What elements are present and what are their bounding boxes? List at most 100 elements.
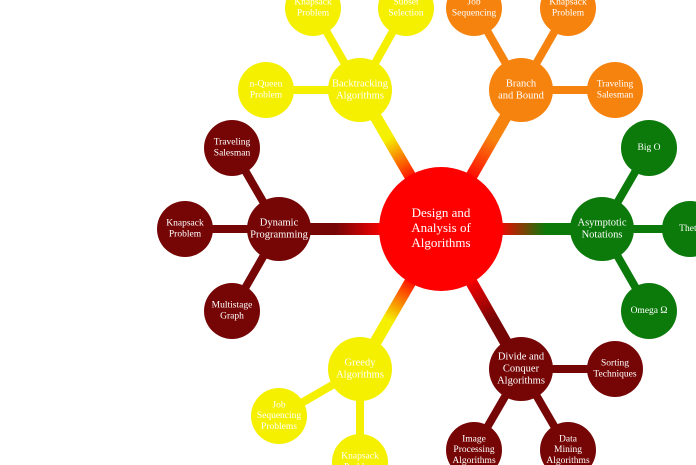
leaf-topic-label: Problem [552,9,585,19]
leaf-topic-label: Image [462,434,486,444]
branch-topic-circle [247,197,311,261]
leaf-topic-circle [540,0,596,36]
leaf-topic-circle [621,120,677,176]
leaf-topic-label: Problem [344,463,377,465]
leaf-topic-circle [540,422,596,465]
leaf-topic-label: Sorting [601,359,629,369]
leaf-topic-circle [378,0,434,36]
branch-topic-label: Divide and [498,351,545,362]
leaf-topic-label: Traveling [214,138,251,148]
leaf-topic-label: Techniques [593,370,636,380]
leaf-topic-label: Problem [250,91,283,101]
branch-topic-circle [489,337,553,401]
leaf-topic-label: Job [272,400,285,410]
leaf-topic-label: Mining [554,445,582,455]
leaf-topic-label: Job [467,0,480,8]
leaf-topic-circle [587,341,643,397]
leaf-topic-label: Sequencing [452,9,497,19]
leaf-topic-circle [446,422,502,465]
leaf-topic: Theta [662,201,696,257]
leaf-topic-label: Algorithms [452,456,496,465]
central-topic-label: Algorithms [411,235,470,250]
central-topic-circle [379,167,503,291]
branch-topic-label: Branch [506,78,537,89]
leaf-topic-label: Salesman [214,149,251,159]
leaf-topic-circle [285,0,341,36]
leaf-topic-label: Algorithms [546,456,590,465]
leaf-topic-label: Knapsack [341,452,379,462]
leaf-topic: Omega Ω [621,283,677,339]
leaf-topic-circle [662,201,696,257]
leaf-topic: Big O [621,120,677,176]
leaf-topic-label: Selection [388,9,424,19]
leaf-topic-circle [621,283,677,339]
leaf-topic-circle [587,62,643,118]
branch-topic-circle [328,58,392,122]
leaf-topic-label: n-Queen [250,80,283,90]
leaf-topic-label: Multistage [212,301,253,311]
branch-topic-label: Dynamic [260,217,299,228]
leaf-topic-circle [251,388,307,444]
branch-topic-circle [570,197,634,261]
leaf-topic-label: Knapsack [549,0,587,8]
branch-topic-circle [489,58,553,122]
leaf-topic-label: Problem [297,9,330,19]
branch-topic-label: Algorithms [336,369,384,380]
leaf-topic-label: Problem [169,230,202,240]
branch-topic-label: Notations [582,229,623,240]
leaf-topic-label: Big O [638,143,661,153]
leaf-topic-label: Graph [220,312,244,322]
branch-topic-label: Conquer [503,363,540,374]
leaf-topic-circle [332,434,388,465]
leaf-topic-label: Knapsack [294,0,332,8]
branch-topic-label: Greedy [345,357,377,368]
leaf-topic-label: Traveling [597,80,634,90]
leaf-topic-label: Data [559,434,578,444]
leaf-topic-circle [446,0,502,36]
leaf-topic-label: Sequencing [257,411,302,421]
branch-topic-label: Algorithms [336,90,384,101]
leaf-topic-circle [157,201,213,257]
leaf-topic-label: Subset [393,0,419,8]
leaf-topic-label: Processing [453,445,494,455]
branch-topic-label: Programming [250,229,308,240]
branch-topic-label: Asymptotic [578,217,627,228]
central-topic-label: Design and [412,205,471,220]
leaf-topic-circle [238,62,294,118]
branch-topic-circle [328,337,392,401]
leaf-topic-label: Problems [261,422,297,432]
leaf-topic-circle [204,120,260,176]
central-topic-label: Analysis of [411,220,471,235]
leaf-topic-label: Salesman [597,91,634,101]
leaf-topic-circle [204,283,260,339]
leaf-topic-label: Omega Ω [631,306,668,316]
branch-topic-label: and Bound [498,90,545,101]
branch-topic-label: Algorithms [497,375,545,386]
leaf-topic-label: Knapsack [166,219,204,229]
leaf-topic-label: Theta [679,224,696,234]
